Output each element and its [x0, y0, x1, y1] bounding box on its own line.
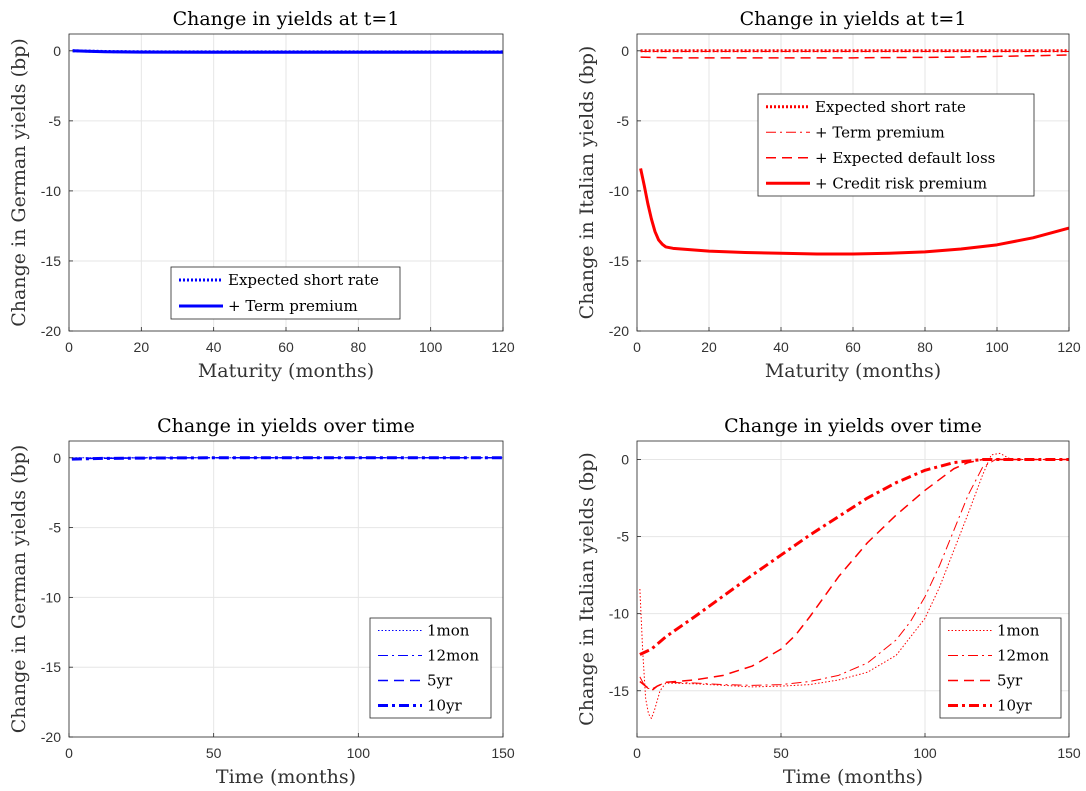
legend: 1mon 12mon 5yr 10yr — [939, 617, 1062, 719]
legend-label: 10yr — [997, 697, 1033, 715]
legend-label: 12mon — [427, 647, 479, 665]
y-tick-label: -10 — [41, 183, 61, 199]
y-axis-label: Change in Italian yields (bp) — [576, 452, 598, 726]
x-tick-label: 0 — [633, 339, 641, 355]
y-tick-label: -10 — [41, 589, 61, 605]
chart-title: Change in yields at t=1 — [740, 8, 967, 30]
x-tick-label: 100 — [347, 745, 371, 761]
x-tick-label: 120 — [1057, 339, 1081, 355]
x-tick-label: 60 — [845, 339, 861, 355]
x-tick-label: 40 — [206, 339, 222, 355]
series-line-3 — [640, 54, 1069, 59]
x-tick-label: 100 — [913, 745, 937, 761]
x-tick-label: 100 — [985, 339, 1009, 355]
y-tick-label: -5 — [617, 113, 630, 129]
legend-label: + Credit risk premium — [815, 174, 987, 192]
y-tick-label: -15 — [609, 253, 629, 269]
x-tick-label: 0 — [65, 745, 73, 761]
series-line-4 — [639, 168, 1069, 256]
y-tick-label: -5 — [49, 113, 62, 129]
x-tick-label: 150 — [1057, 745, 1081, 761]
legend-label: 5yr — [997, 672, 1023, 690]
x-axis-label: Time (months) — [783, 766, 923, 788]
legend-box — [369, 617, 492, 719]
chart-title: Change in yields over time — [157, 415, 415, 437]
y-tick-label: 0 — [53, 43, 61, 59]
legend: Expected short rate + Term premium + Expec… — [757, 93, 1035, 197]
chart-panel-4: 0 50 100 150 0 -5 -10 -15 Change in yields over … — [576, 415, 1081, 788]
legend-label: + Term premium — [228, 297, 358, 315]
chart-panel-3: 0 50 100 150 0 -5 -10 -15 -20 Change in yields ov… — [8, 415, 515, 788]
y-tick-label: 0 — [621, 452, 629, 468]
y-tick-label: -5 — [617, 529, 630, 545]
x-axis-label: Time (months) — [216, 766, 356, 788]
legend-box — [170, 266, 401, 320]
series-line-4 — [71, 456, 503, 461]
x-tick-label: 0 — [65, 339, 73, 355]
y-tick-label: -15 — [609, 683, 629, 699]
y-tick-label: 0 — [53, 450, 61, 466]
legend-label: 10yr — [427, 697, 463, 715]
series-line-1 — [639, 452, 1069, 719]
legend-label: 5yr — [427, 672, 453, 690]
legend-label: 1mon — [427, 622, 470, 640]
series-line-4 — [639, 458, 1069, 656]
y-tick-label: -20 — [609, 323, 629, 339]
series-line-3 — [639, 458, 1069, 692]
chart-title: Change in yields at t=1 — [173, 8, 400, 30]
x-tick-label: 120 — [491, 339, 515, 355]
y-tick-label: -10 — [609, 183, 629, 199]
x-tick-label: 80 — [351, 339, 367, 355]
y-tick-label: -20 — [41, 323, 61, 339]
legend-label: + Expected default loss — [815, 149, 995, 167]
y-axis-label: Change in German yields (bp) — [8, 445, 30, 734]
y-axis-label: Change in Italian yields (bp) — [576, 46, 598, 320]
y-tick-label: -15 — [41, 659, 61, 675]
x-axis-label: Maturity (months) — [198, 360, 374, 382]
axes-box — [636, 440, 1070, 738]
x-tick-label: 20 — [701, 339, 717, 355]
legend-box — [939, 617, 1062, 719]
x-tick-label: 80 — [917, 339, 933, 355]
axes-box — [68, 440, 504, 738]
y-tick-label: -5 — [49, 520, 62, 536]
chart-title: Change in yields over time — [724, 415, 982, 437]
legend-label: + Term premium — [815, 123, 945, 141]
series-line-2 — [639, 458, 1069, 690]
legend-label: 1mon — [997, 622, 1040, 640]
legend-label: 12mon — [997, 647, 1049, 665]
y-tick-label: -10 — [609, 606, 629, 622]
legend-label: Expected short rate — [815, 98, 966, 116]
y-tick-label: 0 — [621, 43, 629, 59]
x-tick-label: 150 — [491, 745, 515, 761]
series-line-2 — [72, 49, 503, 54]
chart-panel-1: 0 20 40 60 80 100 120 0 -5 -10 -15 -20 Change in yie… — [8, 8, 515, 382]
chart-panel-2: 0 20 40 60 80 100 120 0 -5 -10 -15 -20 Change in yie… — [576, 8, 1081, 382]
x-tick-label: 50 — [773, 745, 789, 761]
x-tick-label: 60 — [278, 339, 294, 355]
y-tick-label: -15 — [41, 253, 61, 269]
x-tick-label: 40 — [773, 339, 789, 355]
legend: Expected short rate + Term premium — [170, 266, 401, 320]
x-tick-label: 100 — [419, 339, 443, 355]
x-tick-label: 0 — [633, 745, 641, 761]
y-axis-label: Change in German yields (bp) — [8, 38, 30, 327]
x-tick-label: 20 — [134, 339, 150, 355]
legend-box — [757, 93, 1035, 197]
y-tick-label: -20 — [41, 729, 61, 745]
legend: 1mon 12mon 5yr 10yr — [369, 617, 492, 719]
legend-label: Expected short rate — [228, 271, 379, 289]
x-tick-label: 50 — [206, 745, 222, 761]
x-axis-label: Maturity (months) — [765, 360, 941, 382]
